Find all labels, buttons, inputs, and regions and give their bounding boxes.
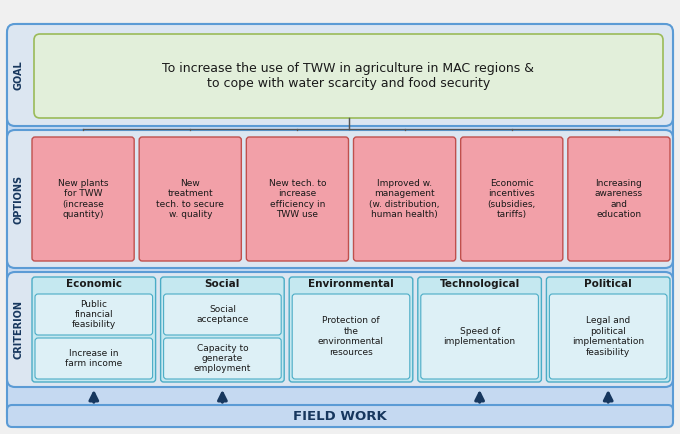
FancyBboxPatch shape: [164, 338, 282, 379]
Text: Capacity to
generate
employment: Capacity to generate employment: [194, 344, 251, 373]
Text: Increase in
farm income: Increase in farm income: [65, 349, 122, 368]
Text: FIELD WORK: FIELD WORK: [293, 410, 387, 423]
Text: Legal and
political
implementation
feasibility: Legal and political implementation feasi…: [572, 316, 644, 357]
FancyBboxPatch shape: [160, 277, 284, 382]
Text: GOAL: GOAL: [13, 60, 23, 90]
Text: New tech. to
increase
efficiency in
TWW use: New tech. to increase efficiency in TWW …: [269, 179, 326, 219]
FancyBboxPatch shape: [32, 137, 134, 261]
FancyBboxPatch shape: [289, 277, 413, 382]
Text: Political: Political: [584, 279, 632, 289]
FancyBboxPatch shape: [354, 137, 456, 261]
FancyBboxPatch shape: [568, 137, 670, 261]
Text: Protection of
the
environmental
resources: Protection of the environmental resource…: [318, 316, 384, 357]
Text: To increase the use of TWW in agriculture in MAC regions &
to cope with water sc: To increase the use of TWW in agricultur…: [163, 62, 534, 90]
FancyBboxPatch shape: [7, 24, 673, 126]
Text: New
treatment
tech. to secure
w. quality: New treatment tech. to secure w. quality: [156, 179, 224, 219]
FancyBboxPatch shape: [35, 338, 152, 379]
Text: Economic: Economic: [66, 279, 122, 289]
Text: Social
acceptance: Social acceptance: [197, 305, 249, 324]
FancyBboxPatch shape: [164, 294, 282, 335]
Text: New plants
for TWW
(increase
quantity): New plants for TWW (increase quantity): [58, 179, 108, 219]
FancyBboxPatch shape: [460, 137, 563, 261]
Text: Economic
incentives
(subsidies,
tariffs): Economic incentives (subsidies, tariffs): [488, 179, 536, 219]
FancyBboxPatch shape: [292, 294, 410, 379]
FancyBboxPatch shape: [139, 137, 241, 261]
Text: Increasing
awareness
and
education: Increasing awareness and education: [595, 179, 643, 219]
FancyBboxPatch shape: [246, 137, 348, 261]
Text: Public
financial
feasibility: Public financial feasibility: [71, 299, 116, 329]
FancyBboxPatch shape: [421, 294, 539, 379]
Text: Technological: Technological: [439, 279, 520, 289]
FancyBboxPatch shape: [32, 277, 156, 382]
FancyBboxPatch shape: [35, 294, 152, 335]
FancyBboxPatch shape: [549, 294, 667, 379]
FancyBboxPatch shape: [547, 277, 670, 382]
FancyBboxPatch shape: [7, 24, 673, 427]
Text: Improved w.
management
(w. distribution,
human health): Improved w. management (w. distribution,…: [369, 179, 440, 219]
FancyBboxPatch shape: [34, 34, 663, 118]
Text: OPTIONS: OPTIONS: [13, 174, 23, 224]
FancyBboxPatch shape: [7, 405, 673, 427]
Text: Environmental: Environmental: [308, 279, 394, 289]
FancyBboxPatch shape: [7, 272, 673, 387]
Text: CRITERION: CRITERION: [13, 300, 23, 359]
FancyBboxPatch shape: [418, 277, 541, 382]
Text: Speed of
implementation: Speed of implementation: [443, 327, 515, 346]
FancyBboxPatch shape: [7, 130, 673, 268]
Text: Social: Social: [205, 279, 240, 289]
